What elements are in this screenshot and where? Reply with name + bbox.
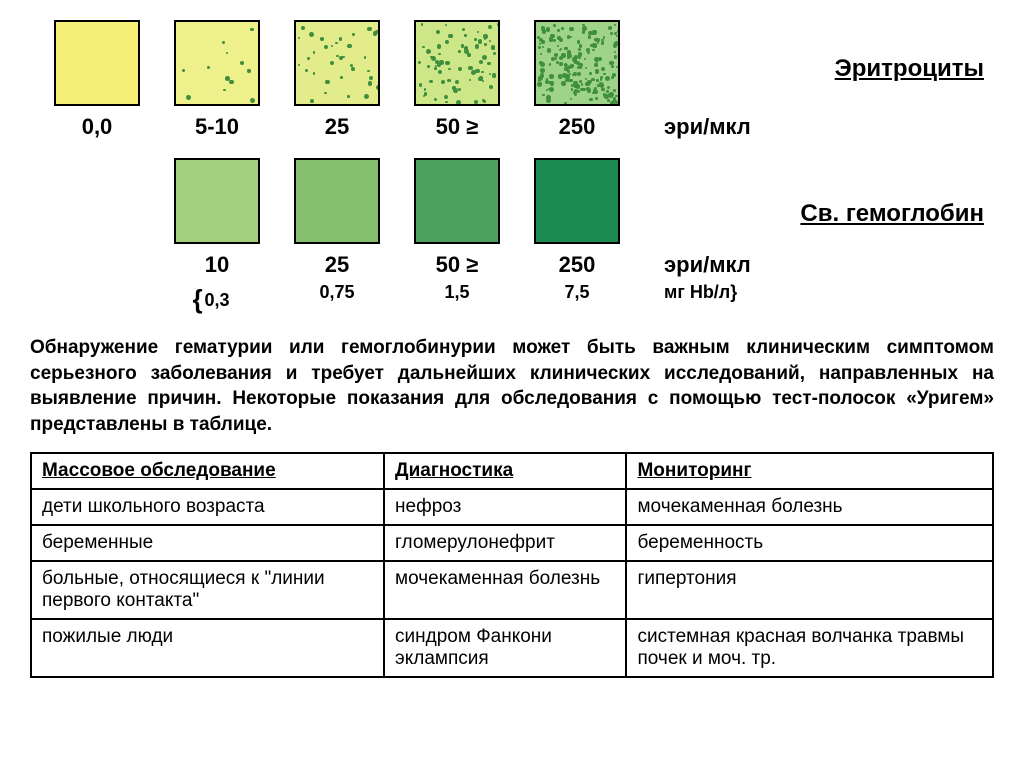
table-cell: беременные (31, 525, 384, 561)
description-text: Обнаружение гематурии или гемоглобинурии… (30, 335, 994, 438)
table-cell: гломерулонефрит (384, 525, 626, 561)
scale-subvalue-label: 1,5 (414, 282, 500, 313)
scale-value-label: 50 ≥ (414, 114, 500, 140)
scale-subvalue-label: 0,75 (294, 282, 380, 313)
indications-table: Массовое обследованиеДиагностикаМонитори… (30, 452, 994, 678)
table-row: пожилые людисиндром Фанкони эклампсиясис… (31, 619, 993, 677)
unit-label: эри/мкл (664, 252, 751, 278)
table-cell: дети школьного возраста (31, 489, 384, 525)
scale-value-label: 50 ≥ (414, 252, 500, 278)
scale-value-label: 5-10 (174, 114, 260, 140)
color-swatch (534, 158, 620, 244)
hemoglobin-title: Св. гемоглобин (800, 200, 984, 228)
table-cell: беременность (626, 525, 993, 561)
table-cell: нефроз (384, 489, 626, 525)
scale-value-label: 250 (534, 114, 620, 140)
table-row: беременныегломерулонефритбеременность (31, 525, 993, 561)
color-swatch (54, 20, 140, 106)
table-header: Массовое обследование (31, 453, 384, 489)
table-cell: системная красная волчанка травмы почек … (626, 619, 993, 677)
table-cell: гипертония (626, 561, 993, 619)
table-header: Мониторинг (626, 453, 993, 489)
table-cell: синдром Фанкони эклампсия (384, 619, 626, 677)
scale-value-label: 0,0 (54, 114, 140, 140)
scale-subvalue-label: {0,3 (174, 282, 260, 313)
table-row: больные, относящиеся к "линии первого ко… (31, 561, 993, 619)
table-cell: мочекаменная болезнь (384, 561, 626, 619)
color-swatch (534, 20, 620, 106)
table-header: Диагностика (384, 453, 626, 489)
scale-value-label: 25 (294, 252, 380, 278)
unit-label: эри/мкл (664, 114, 751, 140)
color-swatch (174, 158, 260, 244)
scale-subvalue-label: 7,5 (534, 282, 620, 313)
color-swatch (174, 20, 260, 106)
color-swatch (414, 158, 500, 244)
table-row: дети школьного возрастанефрозмочекаменна… (31, 489, 993, 525)
color-swatch (294, 158, 380, 244)
erythrocytes-title: Эритроциты (835, 55, 984, 83)
color-swatch (294, 20, 380, 106)
subunit-label: мг Hb/л} (664, 282, 737, 313)
table-cell: больные, относящиеся к "линии первого ко… (31, 561, 384, 619)
table-cell: мочекаменная болезнь (626, 489, 993, 525)
scale-hemoglobin: 10 25 50 ≥ 250 эри/мкл {0,3 0,75 1,5 7,5 мг Hb/л… (30, 158, 994, 313)
color-swatch (414, 20, 500, 106)
scale-value-label: 10 (174, 252, 260, 278)
scale-value-label: 25 (294, 114, 380, 140)
scale-value-label: 250 (534, 252, 620, 278)
table-cell: пожилые люди (31, 619, 384, 677)
